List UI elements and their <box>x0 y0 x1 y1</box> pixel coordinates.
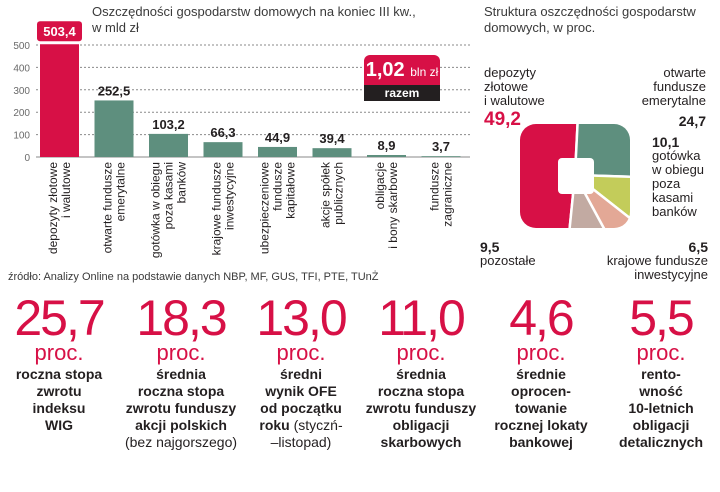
stat-value: 25,7 <box>14 290 105 346</box>
total-unit: bln zł <box>410 65 439 79</box>
stat-block: 18,3 proc. średnia roczna stopa zwrotu fundu… <box>122 293 240 451</box>
y-tick-label: 0 <box>24 153 30 164</box>
category-label-line: banków <box>175 162 189 204</box>
stat-value: 4,6 <box>509 290 575 346</box>
stat-block: 4,6 proc. średnie oprocen-towanie rocznej lo… <box>482 293 600 451</box>
bar-value-label: 103,2 <box>152 117 185 132</box>
pie-slice <box>573 124 630 179</box>
bar-chart-title: Oszczędności gospodarstw domowych na kon… <box>92 4 416 35</box>
stat-block: 5,5 proc. rento-wność 10-letnich obligacji de… <box>602 293 720 451</box>
stat-description: roczna stopa zwrotu indeksu WIG <box>15 366 103 433</box>
pie-label-other: 9,5 pozostałe <box>480 239 536 268</box>
stat-description: średni wynik OFE od początku roku (styczń- –… <box>259 366 343 450</box>
pie-label-deposits: depozyty złotowe i walutowe 49,2 <box>484 65 545 131</box>
pie-slice <box>520 124 581 228</box>
category-label-line: gotówka w obiegu <box>149 162 163 258</box>
category-label-line: publicznych <box>332 162 346 225</box>
stat-block: 25,7 proc. roczna stopa zwrotu indeksu WIG <box>0 293 118 434</box>
stat-block: 11,0 proc. średnia roczna stopa zwrotu fundu… <box>362 293 480 451</box>
category-label-line: poza kasami <box>162 162 176 229</box>
pie-slice <box>571 173 630 225</box>
category-label: fundusze zagraniczne <box>428 162 455 227</box>
pie-slice <box>565 170 614 228</box>
category-label-line: zagraniczne <box>441 162 455 227</box>
pie-value-deposits: 49,2 <box>484 109 521 130</box>
stat-unit: proc. <box>276 340 326 365</box>
pie-label-funds: 6,5 krajowe fundusze inwestycyjne <box>598 240 708 282</box>
y-tick-label: 400 <box>13 63 30 74</box>
pie-value-cash: 10,1 <box>652 134 680 150</box>
category-label: depozyty złotowe i walutowe <box>46 162 73 254</box>
stat-value: 5,5 <box>629 290 695 346</box>
category-label-line: i walutowe <box>59 162 73 218</box>
pie-chart-title: Struktura oszczędności gospodarstw domow… <box>484 4 696 35</box>
category-label: krajowe fundusze inwestycyjne <box>210 162 237 256</box>
category-label-line: obligacje <box>373 162 387 210</box>
category-label-line: akcje spółek <box>319 161 333 228</box>
y-tick-label: 200 <box>13 108 30 119</box>
bar-value-label: 66,3 <box>210 125 235 140</box>
total-badge: 1,02 bln zł razem <box>364 55 440 101</box>
bar <box>203 142 243 157</box>
stat-description: średnia roczna stopa zwrotu funduszy akcji … <box>124 366 238 450</box>
pie-value-other: 9,5 <box>480 239 500 255</box>
category-label-line: otwarte fundusze <box>101 162 115 254</box>
bar-value-label: 252,5 <box>98 83 131 98</box>
stat-unit: proc. <box>34 340 84 365</box>
bar-value-label: 8,9 <box>377 138 395 153</box>
category-label: otwarte fundusze emerytalne <box>101 162 128 254</box>
stat-value: 13,0 <box>256 290 347 346</box>
bar-value-label: 3,7 <box>432 139 450 154</box>
category-label-line: inwestycyjne <box>223 162 237 230</box>
category-label-line: emerytalne <box>114 162 128 222</box>
category-label: ubezpieczeniowe fundusze kapitałowe <box>258 162 298 254</box>
pie-label-cash: 10,1 gotówka w obiegu poza kasami banków <box>652 134 705 219</box>
bar <box>258 146 297 157</box>
total-label: razem <box>364 85 440 101</box>
category-label: gotówka w obiegu poza kasami banków <box>149 162 189 258</box>
y-tick-label: 100 <box>13 131 30 142</box>
stat-description: średnia roczna stopa zwrotu funduszy obliga… <box>365 366 477 450</box>
total-value: 1,02 <box>365 59 405 81</box>
category-label-line: i bony skarbowe <box>386 162 400 249</box>
category-label-line: krajowe fundusze <box>210 162 224 256</box>
bar-chart: 0 100 200 300 400 500 503,4 depozyty złotowe i w… <box>13 21 470 258</box>
bar <box>367 155 406 157</box>
y-tick-label: 300 <box>13 86 30 97</box>
pie-value-ofe: 24,7 <box>678 113 706 129</box>
stat-unit: proc. <box>516 340 566 365</box>
category-label-line: fundusze <box>428 162 442 211</box>
category-label: akcje spółek publicznych <box>319 161 346 228</box>
category-label-line: fundusze <box>271 162 285 211</box>
category-label-line: depozyty złotowe <box>46 162 60 254</box>
bar <box>312 148 352 157</box>
bar <box>40 44 79 157</box>
value-label-bg <box>37 21 82 42</box>
stat-value: 18,3 <box>136 290 227 346</box>
stat-value: 11,0 <box>378 290 466 346</box>
category-label-line: ubezpieczeniowe <box>258 162 272 254</box>
pie-chart <box>520 124 630 228</box>
bar-value-label: 503,4 <box>43 24 76 39</box>
stat-block: 13,0 proc. średni wynik OFE od początku roku … <box>242 293 360 451</box>
category-label-line: kapitałowe <box>284 162 298 219</box>
stat-unit: proc. <box>396 340 446 365</box>
bar-value-label: 44,9 <box>265 130 290 145</box>
stat-description: rento-wność 10-letnich obligacji detaliczny… <box>618 366 704 450</box>
stat-unit: proc. <box>156 340 206 365</box>
bar <box>149 133 188 157</box>
category-label: obligacje i bony skarbowe <box>373 162 400 249</box>
bar <box>94 100 134 157</box>
pie-value-funds: 6,5 <box>688 239 708 255</box>
source-note: źródło: Analizy Online na podstawie dany… <box>8 271 379 283</box>
stat-unit: proc. <box>636 340 686 365</box>
stat-description: średnie oprocen-towanie rocznej lokaty bank… <box>494 366 588 450</box>
bar <box>421 156 461 157</box>
y-tick-label: 500 <box>13 41 30 52</box>
pie-label-ofe: otwarte fundusze emerytalne 24,7 <box>622 66 706 129</box>
bar-value-label: 39,4 <box>319 131 345 146</box>
